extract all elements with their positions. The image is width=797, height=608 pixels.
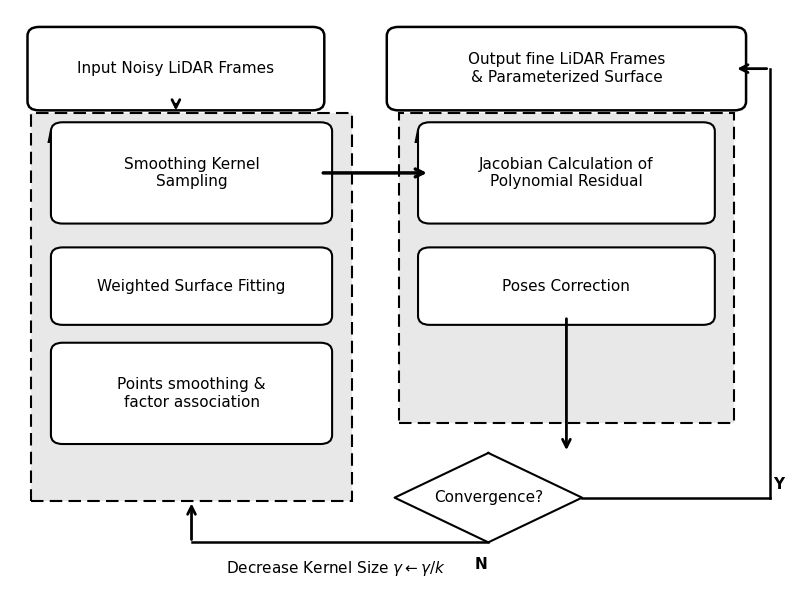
Text: Poses Correction: Poses Correction — [502, 278, 630, 294]
Text: Smoothing Kernel
Sampling: Smoothing Kernel Sampling — [124, 157, 259, 189]
Text: III.C Poses Adjustment: III.C Poses Adjustment — [414, 128, 662, 147]
FancyBboxPatch shape — [51, 343, 332, 444]
Text: Convergence?: Convergence? — [434, 490, 543, 505]
Text: Input Noisy LiDAR Frames: Input Noisy LiDAR Frames — [77, 61, 274, 76]
Bar — [31, 113, 351, 500]
Text: Points smoothing &
factor association: Points smoothing & factor association — [117, 377, 266, 410]
FancyBboxPatch shape — [27, 27, 324, 111]
FancyBboxPatch shape — [51, 247, 332, 325]
Text: Weighted Surface Fitting: Weighted Surface Fitting — [97, 278, 285, 294]
Text: N: N — [474, 557, 487, 572]
Text: III.B Spatial Smoothing: III.B Spatial Smoothing — [47, 128, 300, 147]
FancyBboxPatch shape — [51, 122, 332, 224]
Text: Jacobian Calculation of
Polynomial Residual: Jacobian Calculation of Polynomial Resid… — [479, 157, 654, 189]
Text: Decrease Kernel Size $\gamma \leftarrow \gamma/k$: Decrease Kernel Size $\gamma \leftarrow … — [226, 559, 446, 578]
FancyBboxPatch shape — [418, 247, 715, 325]
FancyBboxPatch shape — [418, 122, 715, 224]
Text: Y: Y — [773, 477, 784, 492]
Text: Output fine LiDAR Frames
& Parameterized Surface: Output fine LiDAR Frames & Parameterized… — [468, 52, 665, 85]
Bar — [398, 113, 734, 423]
Polygon shape — [395, 453, 582, 542]
FancyBboxPatch shape — [387, 27, 746, 111]
